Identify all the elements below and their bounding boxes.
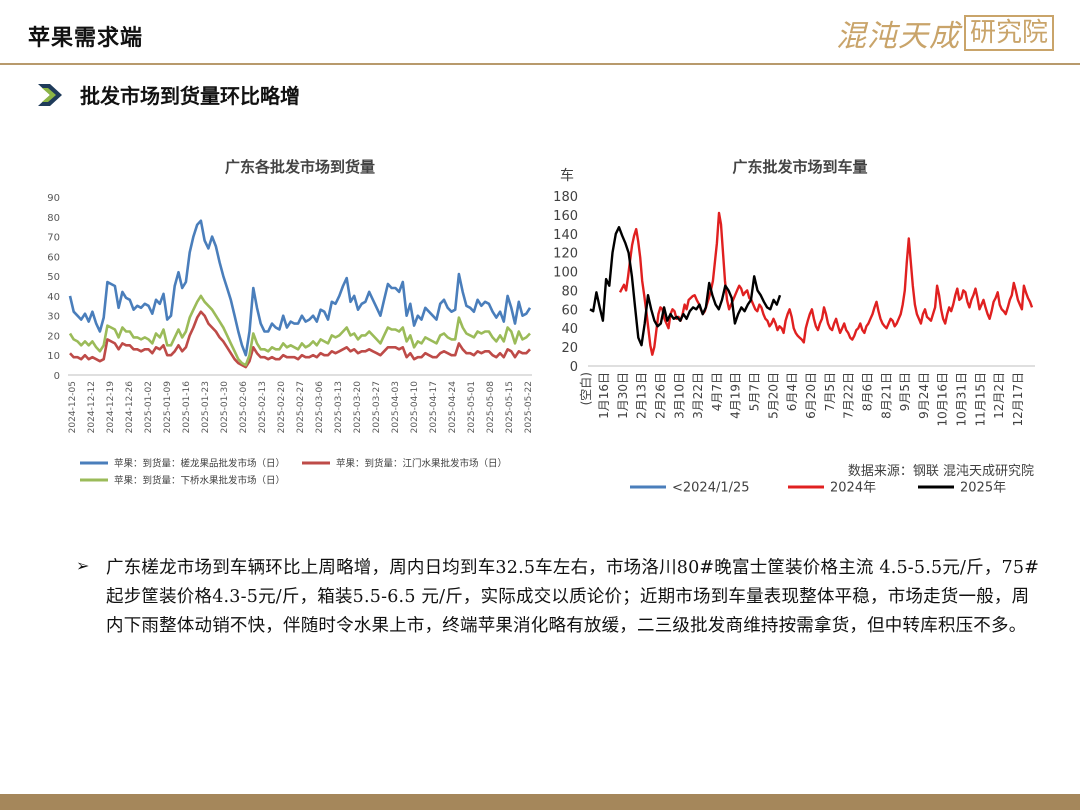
chart1-y-tick-label: 80 [47,213,60,224]
chart2-x-tick-label: 5月7日 [748,372,762,411]
section-heading-row: 批发市场到货量环比略增 [36,80,300,109]
chart2-source-note: 数据来源：钢联 混沌天成研究院 [848,464,1034,479]
chart2-y-tick-label: 160 [553,209,578,224]
chart1-y-tick-label: 10 [47,351,60,362]
chart1-y-tick-label: 50 [47,272,60,283]
chart2-y-tick-label: 140 [553,228,578,243]
chart1-x-tick-label: 2025-04-24 [448,381,458,434]
chart1-y-tick-label: 90 [47,193,60,204]
chart2-x-tick-label: 4月19日 [729,372,743,419]
chart2-x-tick-label: 3月10日 [672,372,686,419]
brand-logo-box: 研究院 [963,15,1054,51]
chart2-x-tick-label: 6月4日 [785,372,799,411]
header-rule [0,63,1080,65]
section-heading: 批发市场到货量环比略增 [80,84,300,108]
chart2-y-tick-label: 40 [561,322,578,337]
chart1-x-tick-label: 2025-02-27 [296,381,306,433]
chart1-legend-label: 苹果：到货量：槎龙果品批发市场（日） [114,458,285,470]
chart1-title: 广东各批发市场到货量 [224,158,375,176]
chart2-x-tick-label: 11月15日 [973,372,987,427]
chart1-legend-label: 苹果：到货量：江门水果批发市场（日） [336,458,507,470]
chevron-right-icon [38,83,62,106]
chart2-y-tick-label: 0 [570,360,578,375]
chart1-x-tick-label: 2025-02-06 [239,381,249,434]
chart2-title: 广东批发市场到车量 [732,158,868,176]
chart1-x-tick-label: 2025-01-23 [201,381,211,433]
chart1-x-tick-label: 2025-03-06 [315,381,325,434]
chart1-x-tick-label: 2025-05-08 [486,381,496,434]
bullet-text: 广东槎龙市场到车辆环比上周略增，周内日均到车32.5车左右，市场洛川80#晚富士… [106,558,1040,636]
chart2-x-tick-label: 7月22日 [842,372,856,419]
chart1-x-tick-label: 2025-02-13 [258,381,268,433]
chart1-x-tick-label: 2024-12-26 [125,381,135,434]
chart1-y-tick-label: 0 [54,371,60,382]
chart1-y-tick-label: 70 [47,233,60,244]
chart1: 0 10 20 30 40 50 60 70 80 90 2024-12-05 2024-12-12 2… [47,193,534,487]
brand-logo-text: 混沌天成 [835,19,960,54]
chart2-y-tick-label: 100 [553,266,578,281]
chart1-series-line-1 [68,219,532,357]
footer-bar [0,794,1080,810]
chart1-x-tick-label: 2025-05-01 [467,381,477,433]
chart2-x-tick-label: 1月30日 [616,372,630,419]
chart1-x-tick-label: 2025-04-03 [391,381,401,433]
chart1-y-tick-label: 20 [47,331,60,342]
chart2-x-tick-label: 7月5日 [823,372,837,411]
chart2-x-tick-label: 10月16日 [936,372,950,427]
chart1-x-tick-label: 2024-12-05 [68,381,78,433]
chart2-legend-label: 2025年 [960,481,1006,496]
chart2-x-tick-label: 3月22日 [691,372,705,419]
chart2-x-tick-label: 9月5日 [898,372,912,411]
chart2-legend-label: 2024年 [830,481,876,496]
chart1-x-tick-label: 2024-12-19 [106,381,116,434]
chart1-x-tick-label: 2025-01-09 [163,381,173,434]
chart2-legend-label: <2024/1/25 [672,481,750,496]
chart1-x-tick-label: 2025-01-16 [182,381,192,434]
chart1-legend-label: 苹果：到货量：下桥水果批发市场（日） [114,475,285,487]
chart2-x-tick-label: 12月17日 [1011,372,1025,427]
chart1-x-tick-label: 2025-05-15 [505,381,515,433]
chart2-x-tick-label: 4月7日 [710,372,724,411]
chart2-series-line-2025 [589,226,782,347]
chart1-x-tick-label: 2025-02-20 [277,381,287,434]
chart1-series-line-2 [69,310,531,369]
chart1-y-tick-label: 30 [47,312,60,323]
chart2-x-first-label: (空白) [578,372,593,405]
chart2-x-tick-label: 8月21日 [879,372,893,419]
chart2-x-tick-label: 5月20日 [766,372,780,419]
chart2-x-tick-label: 1月16日 [597,372,611,419]
chart2-x-tick-label: 2月13日 [635,372,649,419]
chart2-x-tick-label: 10月31日 [955,372,969,427]
chart2-x-tick-label: 12月2日 [992,372,1006,419]
chart1-x-tick-label: 2025-03-20 [353,381,363,434]
chart2-y-tick-label: 80 [561,284,578,299]
chart2-y-tick-label: 180 [553,190,578,205]
chart1-x-tick-label: 2025-04-10 [410,381,420,434]
brand-logo: 混沌天成 研究院 [835,14,1054,54]
chart1-x-tick-label: 2025-03-27 [372,381,382,433]
chart1-series-line-3 [68,294,531,367]
chart2-y-tick-label: 60 [561,303,578,318]
chart1-x-tick-label: 2024-12-12 [87,381,97,433]
bullet-arrow-icon: ➢ [76,556,90,575]
chart2-y-tick-label: 120 [553,247,578,262]
chart2-y-tick-label: 20 [561,341,578,356]
title-bar: 苹果需求端 混沌天成 研究院 [0,0,1080,64]
chart1-y-tick-label: 60 [47,252,60,263]
chart1-x-tick-label: 2025-04-17 [429,381,439,433]
chart2: 车 0 20 40 60 80 100 120 140 160 180 (空白) 1月16日 1月30日 2… [553,167,1035,496]
page-title: 苹果需求端 [28,25,144,51]
chart2-series-line-2024 [618,211,1034,356]
bullet-point: ➢ 广东槎龙市场到车辆环比上周略增，周内日均到车32.5车左右，市场洛川80#晚… [76,554,1046,641]
chart2-x-tick-label: 9月24日 [917,372,931,419]
chart1-x-tick-label: 2025-05-22 [524,381,534,433]
chart2-x-tick-label: 6月20日 [804,372,818,419]
chart2-x-tick-label: 8月6日 [860,372,874,411]
chart1-y-tick-label: 40 [47,292,60,303]
chart1-x-tick-label: 2025-01-02 [144,381,154,433]
chart1-x-tick-label: 2025-01-30 [220,381,230,434]
chart2-x-tick-label: 2月26日 [653,372,667,419]
chart1-x-tick-label: 2025-03-13 [334,381,344,433]
chart2-y-axis-label: 车 [560,167,574,184]
